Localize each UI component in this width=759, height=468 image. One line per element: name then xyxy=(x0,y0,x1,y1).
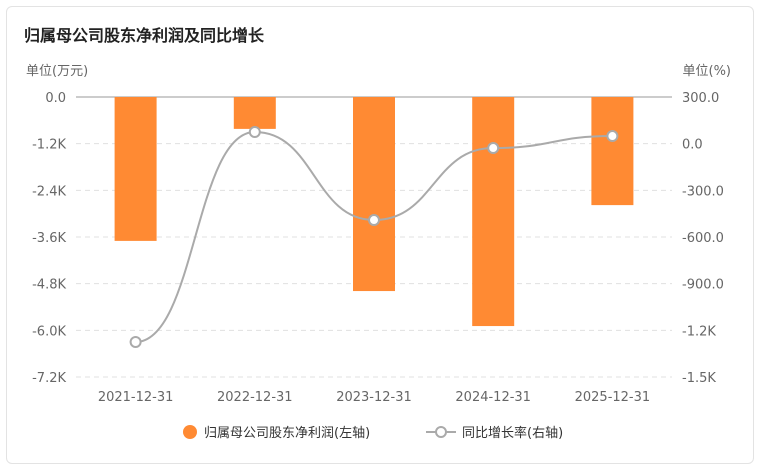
chart-title: 归属母公司股东净利润及同比增长 xyxy=(24,26,265,45)
left-tick-label: -2.4K xyxy=(32,184,66,199)
right-tick-label: -300.0 xyxy=(682,184,724,199)
bar xyxy=(591,97,634,206)
x-tick-label: 2022-12-31 xyxy=(217,390,293,405)
legend-bar-marker xyxy=(183,425,197,439)
growth-line xyxy=(135,130,613,343)
growth-point xyxy=(248,126,261,138)
growth-point xyxy=(129,336,142,348)
right-tick-label: -1.5K xyxy=(682,371,716,386)
legend-bar-label: 归属母公司股东净利润(左轴) xyxy=(204,426,370,441)
right-tick-label: -1.2K xyxy=(682,324,716,339)
x-tick-label: 2023-12-31 xyxy=(336,390,412,405)
left-tick-label: -1.2K xyxy=(32,138,66,153)
bar xyxy=(353,97,395,292)
x-tick-label: 2024-12-31 xyxy=(455,390,531,405)
right-tick-label: -900.0 xyxy=(682,278,724,293)
left-tick-label: -3.6K xyxy=(32,231,66,246)
left-tick-label: 0.0 xyxy=(45,91,66,106)
left-tick-label: -4.8K xyxy=(32,278,66,293)
left-axis-unit: 单位(万元) xyxy=(26,64,89,79)
left-tick-label: -6.0K xyxy=(32,324,66,339)
growth-point xyxy=(368,214,380,227)
x-tick-label: 2021-12-31 xyxy=(98,390,174,405)
growth-point xyxy=(487,142,500,155)
right-tick-label: 300.0 xyxy=(682,91,719,106)
bar xyxy=(114,97,157,241)
right-tick-label: 0.0 xyxy=(682,138,703,153)
right-tick-label: -600.0 xyxy=(682,231,724,246)
x-tick-label: 2025-12-31 xyxy=(575,390,651,405)
right-axis-unit: 单位(%) xyxy=(682,64,732,79)
growth-point xyxy=(606,130,619,143)
left-tick-label: -7.2K xyxy=(32,371,66,386)
bar xyxy=(472,97,515,327)
legend-line-label: 同比增长率(右轴) xyxy=(462,425,563,441)
bar xyxy=(233,97,276,129)
legend-line-point xyxy=(435,426,447,438)
